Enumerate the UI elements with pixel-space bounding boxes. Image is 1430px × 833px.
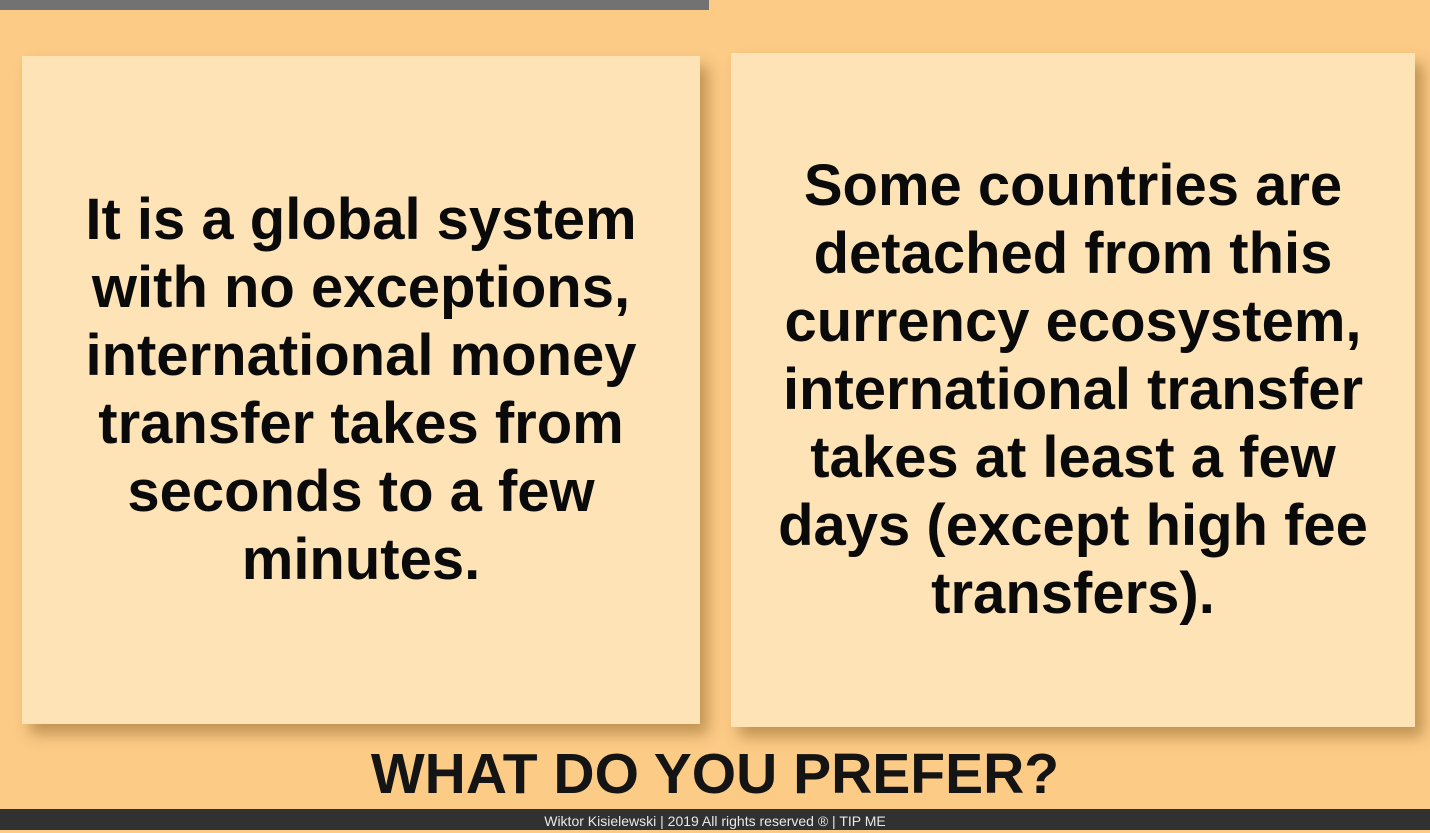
progress-bar — [0, 0, 710, 10]
option-card-right[interactable]: Some countries are detached from this cu… — [731, 53, 1415, 727]
question-heading: WHAT DO YOU PREFER? — [370, 742, 1060, 806]
option-left-text: It is a global system with no exceptions… — [85, 187, 637, 592]
tip-me-link[interactable]: TIP ME — [839, 813, 886, 829]
option-right-text: Some countries are detached from this cu… — [778, 153, 1368, 626]
footer-credit: Wiktor Kisielewski | 2019 All rights res… — [544, 813, 840, 829]
option-card-left[interactable]: It is a global system with no exceptions… — [22, 56, 700, 724]
footer: Wiktor Kisielewski | 2019 All rights res… — [0, 809, 1430, 830]
